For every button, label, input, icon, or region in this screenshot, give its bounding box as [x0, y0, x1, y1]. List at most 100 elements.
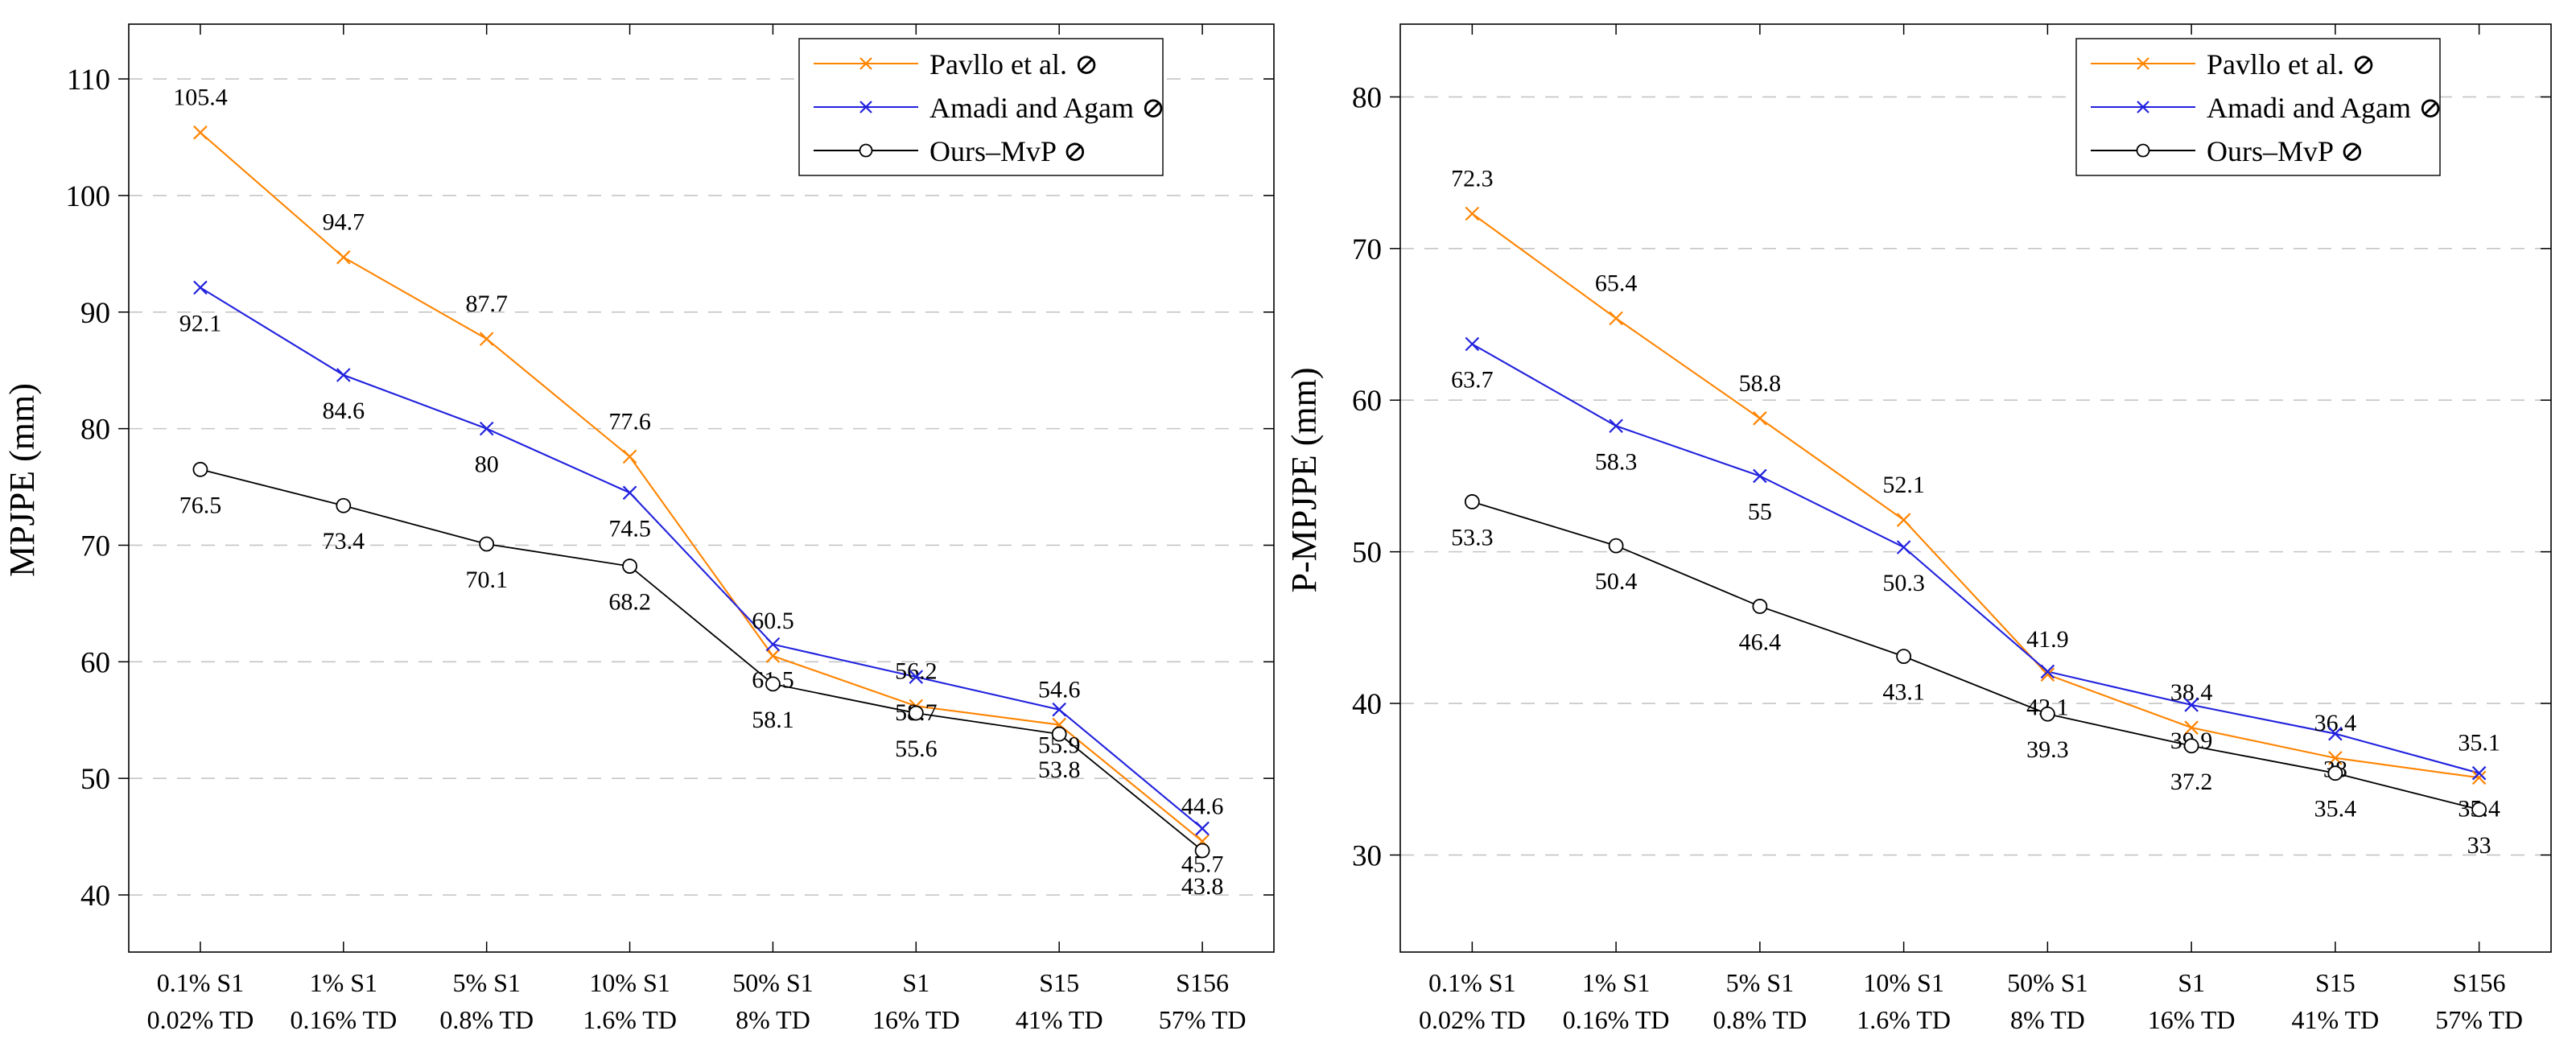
data-label: 56.2 [895, 658, 938, 684]
plot-border [128, 23, 1275, 953]
x-category-label-line2: 16% TD [2148, 1005, 2236, 1034]
o-marker [2039, 706, 2055, 722]
data-label: 58.8 [1739, 370, 1782, 397]
data-label: 55.6 [895, 736, 938, 762]
data-label: 46.4 [1739, 629, 1782, 655]
x-marker [1896, 540, 1911, 554]
data-label: 36.4 [2314, 710, 2357, 736]
x-category-label-line2: 0.02% TD [1419, 1005, 1526, 1034]
data-label: 54.6 [1038, 677, 1081, 703]
data-label: 70.1 [465, 567, 508, 593]
y-tick-label: 60 [1352, 385, 1382, 418]
y-tick-label: 90 [80, 297, 110, 330]
data-label: 38.4 [2170, 679, 2213, 706]
data-label: 43.8 [1181, 873, 1224, 900]
o-marker [765, 676, 781, 692]
data-label: 37.2 [2170, 769, 2213, 795]
x-marker [1609, 311, 1623, 326]
x-category-label-line1: 10% S1 [1863, 968, 1943, 997]
data-label: 44.6 [1181, 793, 1224, 819]
legend-label: Pavllo et al. ⊘ [2207, 48, 2376, 80]
x-category-label-line2: 41% TD [1016, 1005, 1103, 1034]
o-marker [336, 497, 352, 513]
legend-o-marker [859, 143, 873, 158]
y-tick-label: 60 [80, 646, 110, 679]
x-marker [1052, 702, 1066, 717]
legend-label: Ours–MvP ⊘ [2207, 135, 2364, 167]
x-marker [622, 449, 637, 464]
x-category-label-line2: 1.6% TD [1857, 1005, 1951, 1034]
data-label: 92.1 [179, 310, 222, 336]
x-marker [1753, 468, 1767, 484]
x-marker [193, 280, 208, 295]
data-label: 58.1 [752, 707, 794, 733]
x-marker [765, 637, 781, 652]
x-category-label-line1: 10% S1 [589, 968, 670, 997]
legend-label: Pavllo et al. ⊘ [929, 48, 1098, 80]
x-marker [1465, 336, 1480, 352]
data-label: 55 [1748, 498, 1772, 525]
legend-x-marker [859, 101, 872, 113]
y-tick-label: 40 [80, 880, 110, 913]
data-label: 68.2 [608, 589, 651, 616]
x-marker [2328, 751, 2343, 765]
legend-x-marker [2137, 57, 2149, 70]
o-marker [2327, 765, 2343, 781]
x-marker [1465, 206, 1480, 221]
x-category-label-line1: S1 [2178, 968, 2205, 997]
y-tick-label: 50 [1352, 537, 1382, 570]
data-label: 84.6 [323, 398, 365, 424]
x-category-label-line1: 1% S1 [1582, 968, 1650, 997]
x-category-label-line2: 41% TD [2292, 1005, 2380, 1034]
data-label: 52.1 [1882, 472, 1925, 498]
legend-o-marker [2136, 143, 2150, 158]
data-label: 50.4 [1595, 568, 1638, 595]
x-category-label-line1: 0.1% S1 [1428, 968, 1515, 997]
x-category-label-line1: 0.1% S1 [157, 968, 244, 997]
x-marker [479, 332, 494, 346]
y-tick-label: 70 [80, 530, 110, 563]
x-marker [336, 368, 351, 382]
o-marker [1896, 649, 1912, 665]
y-tick-label: 40 [1352, 688, 1382, 721]
x-category-label-line1: S156 [2453, 968, 2506, 997]
x-category-label-line1: 5% S1 [1726, 968, 1794, 997]
data-label: 33 [2467, 832, 2492, 859]
series-line [200, 131, 1203, 843]
y-tick-label: 50 [80, 763, 110, 796]
x-marker [2471, 765, 2487, 781]
x-marker [336, 249, 351, 265]
data-label: 77.6 [608, 408, 651, 435]
o-marker [2183, 738, 2199, 754]
data-label: 50.3 [1882, 570, 1925, 596]
legend-label: Amadi and Agam ⊘ [929, 92, 1165, 124]
x-marker [2040, 664, 2055, 679]
y-tick-label: 30 [1352, 839, 1382, 872]
y-tick-label: 80 [80, 414, 110, 447]
data-label: 43.1 [1882, 679, 1925, 706]
legend-label: Amadi and Agam ⊘ [2207, 92, 2442, 124]
data-label: 94.7 [323, 209, 365, 236]
x-marker [2040, 667, 2055, 682]
p-mpjpe-chart: 72.3 65.4 58.8 52.1 41.9 38.4 36.4 35.1 63.7 58.3… [1284, 0, 2576, 1043]
series-line [200, 468, 1203, 851]
legend-x-marker [859, 57, 872, 70]
data-label: 58.3 [1595, 448, 1638, 475]
x-category-label-line2: 0.02% TD [147, 1005, 254, 1034]
y-tick-label: 80 [1352, 81, 1382, 114]
x-marker [2184, 720, 2199, 735]
o-marker [622, 559, 637, 574]
o-marker [479, 536, 495, 552]
o-marker [1608, 538, 1624, 554]
data-label: 105.4 [173, 85, 228, 111]
x-marker [1896, 513, 1911, 527]
x-category-label-line1: 50% S1 [732, 968, 813, 997]
o-marker [1194, 843, 1210, 859]
data-label: 35.1 [2458, 729, 2500, 756]
x-category-label-line1: S156 [1176, 968, 1229, 997]
x-marker [1195, 821, 1210, 836]
x-category-label-line2: 8% TD [736, 1005, 810, 1034]
mpjpe-chart: 105.4 94.7 87.7 77.6 60.5 56.2 54.6 44.6 92.1 84.… [2, 23, 1275, 1034]
x-category-label-line2: 1.6% TD [583, 1005, 677, 1034]
